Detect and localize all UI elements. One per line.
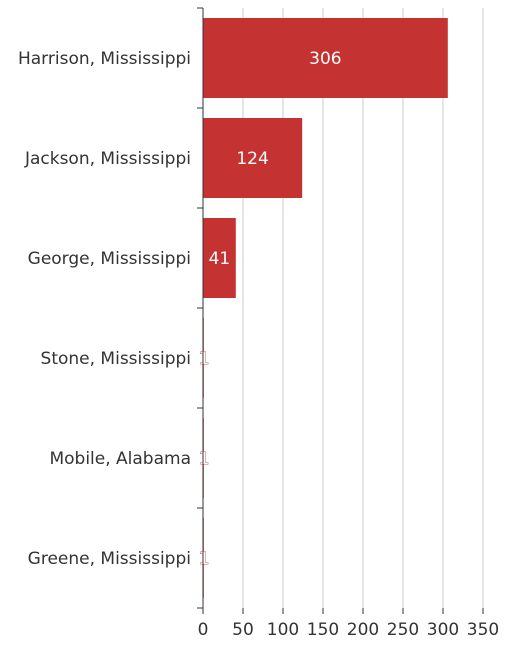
- x-tick-label: 0: [198, 620, 209, 640]
- bar-value-label: 1: [199, 349, 210, 369]
- x-tick-label: 50: [232, 620, 254, 640]
- y-axis: Harrison, Mississippi Jackson, Mississipp…: [18, 7, 204, 609]
- bar-value-label: 124: [236, 149, 268, 169]
- category-label: Mobile, Alabama: [49, 449, 191, 469]
- bar-value-label: 306: [309, 49, 341, 69]
- category-label: Greene, Mississippi: [28, 549, 191, 569]
- x-tick-label: 250: [387, 620, 419, 640]
- gridlines: [242, 8, 484, 608]
- bar: [203, 118, 303, 198]
- x-tick-label: 100: [267, 620, 299, 640]
- bar-value-labels: 306 124 41 1 1 1: [198, 49, 341, 569]
- category-label: Jackson, Mississippi: [24, 149, 191, 169]
- bar-value-label: 1: [199, 449, 210, 469]
- x-tick-label: 350: [467, 620, 499, 640]
- bar-value-label: 41: [209, 249, 231, 269]
- bar: [203, 218, 236, 298]
- bar: [203, 18, 448, 98]
- x-tick-label: 300: [427, 620, 459, 640]
- bar-value-label: 1: [199, 549, 210, 569]
- bars: [203, 18, 448, 598]
- x-tick-label: 200: [347, 620, 379, 640]
- x-tick-label: 150: [307, 620, 339, 640]
- x-axis: 0 50 100 150 200 250 300 350: [198, 608, 499, 640]
- category-label: Stone, Mississippi: [41, 349, 191, 369]
- category-label: Harrison, Mississippi: [18, 49, 191, 69]
- category-label: George, Mississippi: [28, 249, 191, 269]
